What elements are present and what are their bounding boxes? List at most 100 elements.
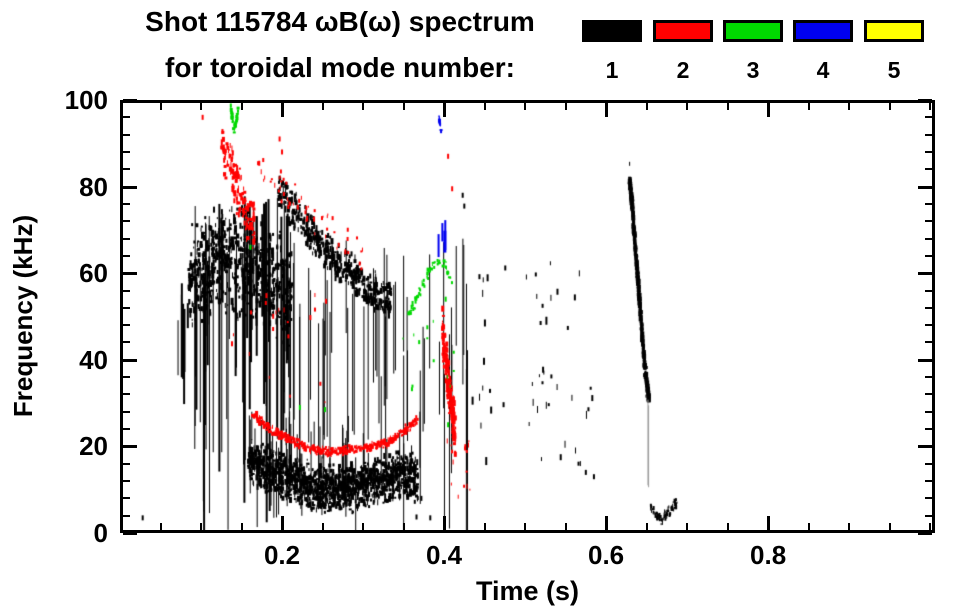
y-minor-tick [123, 463, 130, 465]
y-minor-tick-right [925, 238, 932, 240]
y-minor-tick [123, 151, 130, 153]
y-minor-tick [123, 307, 130, 309]
x-axis-title: Time (s) [475, 576, 580, 606]
y-minor-tick-right [925, 168, 932, 170]
y-minor-tick [123, 290, 130, 292]
x-minor-tick-top [646, 103, 648, 110]
legend-swatch-mode-3 [723, 20, 783, 42]
y-minor-tick-right [925, 515, 932, 517]
x-minor-tick-top [524, 103, 526, 110]
x-minor-tick [403, 523, 405, 530]
x-minor-tick-top [727, 103, 729, 110]
x-minor-tick-top [565, 103, 567, 110]
y-minor-tick-right [925, 411, 932, 413]
y-tick-label-60: 60 [79, 258, 108, 289]
x-minor-tick [646, 523, 648, 530]
x-major-tick [281, 516, 284, 530]
x-minor-tick [727, 523, 729, 530]
y-major-tick [123, 99, 137, 102]
x-major-tick [443, 516, 446, 530]
x-minor-tick-top [686, 103, 688, 110]
y-minor-tick [123, 168, 130, 170]
x-minor-tick [362, 523, 364, 530]
y-tick-label-20: 20 [79, 431, 108, 462]
legend-label-mode-2: 2 [676, 57, 690, 83]
x-minor-tick [241, 523, 243, 530]
y-major-tick-right [918, 359, 932, 362]
x-minor-tick-top [160, 103, 162, 110]
y-minor-tick [123, 238, 130, 240]
y-minor-tick [123, 515, 130, 517]
y-tick-label-0: 0 [93, 518, 108, 548]
y-minor-tick [123, 116, 130, 118]
x-major-tick-top [443, 103, 446, 117]
x-major-tick-top [767, 103, 770, 117]
x-tick-label-0.6: 0.6 [588, 540, 625, 570]
y-axis-title: Frequency (kHz) [8, 214, 38, 418]
y-minor-tick [123, 376, 130, 378]
x-minor-tick-top [403, 103, 405, 110]
x-minor-tick [929, 523, 931, 530]
x-major-tick [767, 516, 770, 530]
legend-swatch-mode-5 [864, 20, 924, 42]
x-major-tick [605, 516, 608, 530]
x-minor-tick-top [322, 103, 324, 110]
x-minor-tick-top [484, 103, 486, 110]
x-tick-label-0.8: 0.8 [750, 540, 787, 570]
x-minor-tick [200, 523, 202, 530]
x-minor-tick-top [808, 103, 810, 110]
x-minor-tick [808, 523, 810, 530]
x-minor-tick [848, 523, 850, 530]
legend-label-mode-1: 1 [605, 57, 619, 83]
x-minor-tick [524, 523, 526, 530]
x-minor-tick-top [362, 103, 364, 110]
plot-frame [120, 100, 935, 533]
y-tick-label-100: 100 [64, 85, 108, 115]
y-major-tick-right [918, 445, 932, 448]
x-tick-label-0.2: 0.2 [263, 540, 301, 570]
y-minor-tick [123, 393, 130, 395]
y-minor-tick [123, 203, 130, 205]
y-major-tick-right [918, 186, 932, 189]
x-minor-tick-top [241, 103, 243, 110]
y-minor-tick-right [925, 480, 932, 482]
y-minor-tick [123, 497, 130, 499]
x-minor-tick [160, 523, 162, 530]
page-title-line2: for toroidal mode number: [165, 52, 515, 83]
x-minor-tick-top [848, 103, 850, 110]
y-minor-tick-right [925, 341, 932, 343]
y-minor-tick-right [925, 220, 932, 222]
y-major-tick [123, 445, 137, 448]
y-minor-tick-right [925, 497, 932, 499]
legend-label-mode-4: 4 [816, 57, 830, 83]
y-minor-tick-right [925, 428, 932, 430]
legend-swatch-mode-1 [582, 20, 642, 42]
y-major-tick [123, 272, 137, 275]
x-major-tick-top [281, 103, 284, 117]
y-major-tick-right [918, 532, 932, 535]
x-minor-tick [565, 523, 567, 530]
y-minor-tick [123, 255, 130, 257]
y-minor-tick [123, 480, 130, 482]
x-minor-tick-top [929, 103, 931, 110]
x-major-tick-top [605, 103, 608, 117]
y-minor-tick [123, 220, 130, 222]
y-minor-tick [123, 428, 130, 430]
legend-swatch-mode-2 [653, 20, 713, 42]
y-minor-tick-right [925, 134, 932, 136]
y-major-tick-right [918, 272, 932, 275]
y-minor-tick-right [925, 307, 932, 309]
y-minor-tick-right [925, 203, 932, 205]
y-tick-label-80: 80 [79, 171, 108, 202]
y-major-tick [123, 359, 137, 362]
y-minor-tick-right [925, 290, 932, 292]
y-minor-tick-right [925, 151, 932, 153]
y-tick-label-40: 40 [79, 344, 108, 375]
page-title-line1: Shot 115784 ωB(ω) spectrum [145, 6, 535, 37]
x-minor-tick-top [889, 103, 891, 110]
y-major-tick-right [918, 99, 932, 102]
x-minor-tick [889, 523, 891, 530]
x-minor-tick [686, 523, 688, 530]
y-minor-tick [123, 134, 130, 136]
